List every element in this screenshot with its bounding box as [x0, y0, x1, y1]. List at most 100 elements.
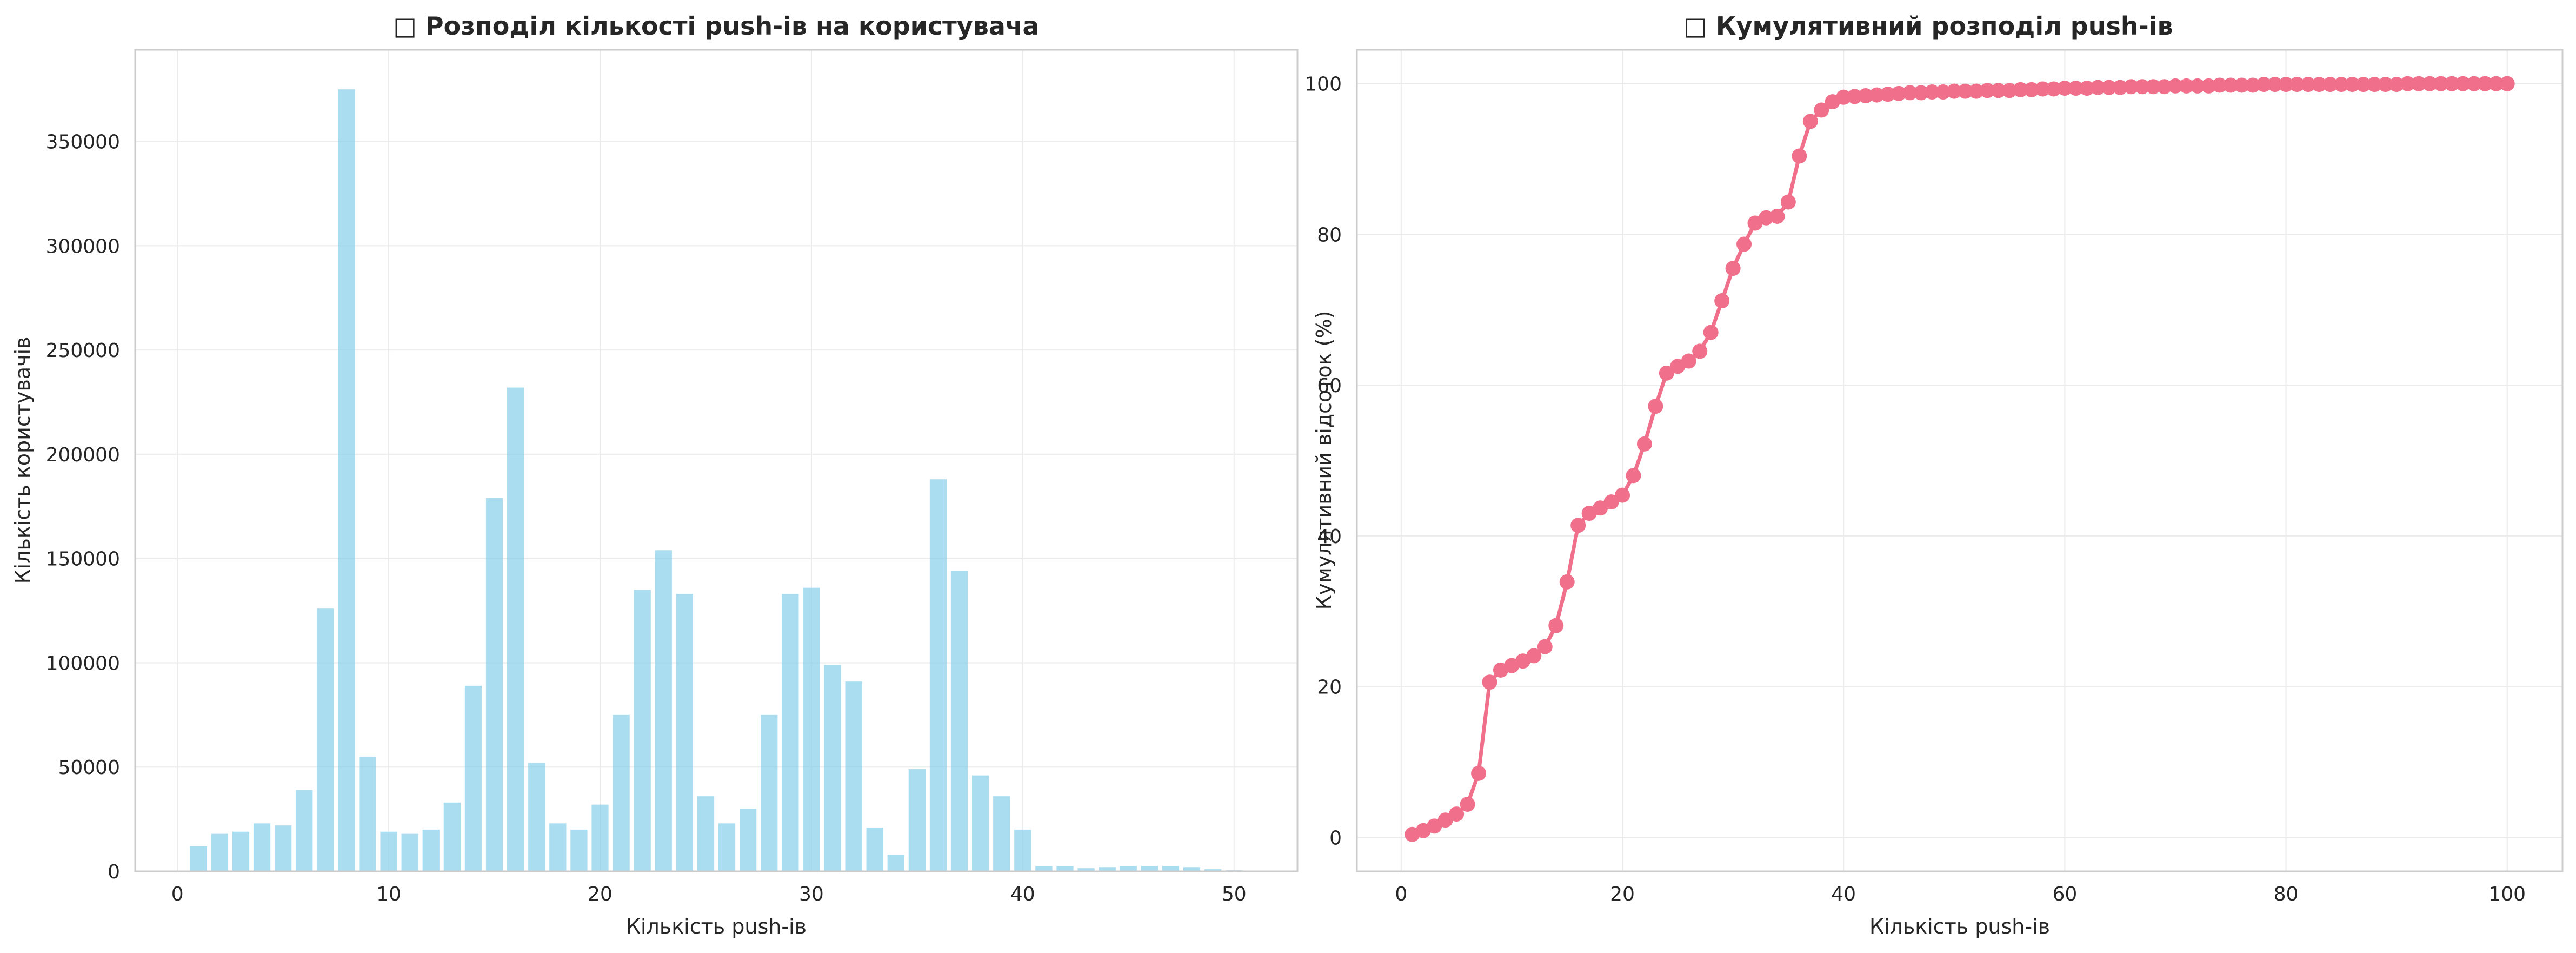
- data-point: [2278, 77, 2294, 92]
- x-tick-label: 40: [1010, 883, 1035, 905]
- data-point: [1681, 353, 1696, 369]
- data-point: [1946, 83, 1962, 99]
- bar: [422, 829, 440, 871]
- data-point: [2079, 81, 2095, 96]
- data-point: [1869, 87, 1885, 103]
- histogram-frame: [134, 49, 1299, 872]
- y-tick-label: 150000: [46, 548, 120, 571]
- bar: [401, 833, 418, 871]
- data-point: [2289, 77, 2305, 92]
- bar: [824, 665, 841, 871]
- bar: [803, 587, 820, 871]
- data-point: [1427, 818, 1442, 834]
- data-point: [1615, 487, 1630, 503]
- data-point: [2378, 77, 2393, 92]
- data-point: [2179, 78, 2194, 94]
- data-point: [1603, 494, 1619, 510]
- bar: [782, 594, 799, 871]
- bar: [950, 571, 968, 871]
- data-point: [2466, 76, 2482, 91]
- bar: [570, 829, 588, 871]
- data-point: [1858, 88, 1874, 104]
- y-tick-label: 80: [1317, 224, 1342, 246]
- bar: [697, 796, 715, 871]
- data-point: [1814, 102, 1829, 118]
- y-tick-label: 350000: [46, 131, 120, 154]
- data-point: [1537, 639, 1553, 654]
- data-point: [2345, 77, 2360, 92]
- histogram-x-ticks: 0 10 20 30 40 50: [171, 883, 1247, 905]
- data-point: [2389, 77, 2405, 92]
- x-tick-label: 20: [1610, 883, 1635, 905]
- data-point: [1836, 89, 1852, 105]
- bar: [485, 498, 503, 871]
- bar: [507, 387, 524, 871]
- data-point: [2134, 79, 2150, 95]
- data-point: [1902, 85, 1918, 101]
- data-point: [2146, 79, 2161, 95]
- cumulative-x-ticks: 0 20 40 60 80 100: [1395, 883, 2526, 905]
- data-point: [1769, 208, 1785, 224]
- data-point: [2223, 77, 2239, 93]
- y-tick-label: 50000: [58, 757, 120, 779]
- bar: [929, 479, 947, 871]
- y-tick-label: 300000: [46, 235, 120, 257]
- data-point: [1482, 674, 1497, 690]
- data-point: [1847, 89, 1862, 104]
- y-tick-label: 100: [1304, 74, 1342, 96]
- data-point: [1991, 83, 2006, 98]
- y-tick-label: 20: [1317, 677, 1342, 699]
- data-point: [1980, 83, 1995, 98]
- data-point: [2046, 81, 2061, 97]
- data-point: [2355, 77, 2371, 92]
- data-point: [2023, 82, 2039, 97]
- data-point: [2477, 76, 2493, 91]
- cumulative-title: □ Кумулятивний розподіл push-ів: [1683, 11, 2173, 41]
- bar: [887, 855, 904, 871]
- data-point: [1548, 618, 1564, 633]
- y-tick-label: 250000: [46, 340, 120, 362]
- cumulative-y-label: Кумулятивний відсоток (%): [1312, 311, 1336, 610]
- data-point: [1659, 365, 1674, 381]
- bar: [613, 714, 630, 871]
- data-point: [2068, 81, 2084, 96]
- data-point: [2444, 76, 2460, 91]
- bar: [908, 769, 926, 871]
- bar: [528, 763, 545, 871]
- data-point: [1437, 812, 1453, 828]
- cumulative-frame: [1356, 49, 2564, 872]
- y-tick-label: 200000: [46, 444, 120, 466]
- data-point: [1636, 436, 1652, 452]
- bar: [1014, 829, 1031, 871]
- cumulative-x-label: Кількість push-ів: [1869, 915, 2050, 938]
- data-point: [2455, 76, 2471, 91]
- data-point: [1559, 574, 1575, 590]
- data-point: [2189, 78, 2205, 94]
- data-point: [1924, 84, 1940, 100]
- bar: [866, 828, 883, 871]
- x-tick-label: 0: [1395, 883, 1407, 905]
- bar: [591, 804, 609, 871]
- data-point: [2212, 77, 2227, 93]
- data-point: [1802, 114, 1818, 129]
- x-tick-label: 10: [376, 883, 401, 905]
- bar: [317, 608, 334, 871]
- data-point: [2167, 78, 2183, 94]
- bar: [972, 775, 989, 871]
- data-point: [2333, 77, 2349, 92]
- data-point: [1703, 325, 1719, 340]
- cumulative-y-ticks: 0 20 40 60 80 100: [1304, 74, 1342, 850]
- bar: [1077, 868, 1095, 871]
- data-point: [2035, 81, 2051, 97]
- data-point: [2256, 77, 2272, 92]
- bar: [718, 823, 736, 871]
- data-point: [2311, 77, 2327, 92]
- data-point: [1648, 399, 1663, 414]
- x-tick-label: 80: [2274, 883, 2299, 905]
- data-point: [1460, 796, 1475, 812]
- x-tick-label: 30: [799, 883, 824, 905]
- data-point: [2013, 82, 2028, 97]
- bar: [1120, 866, 1137, 871]
- data-point: [1935, 84, 1951, 100]
- data-point: [2322, 77, 2338, 92]
